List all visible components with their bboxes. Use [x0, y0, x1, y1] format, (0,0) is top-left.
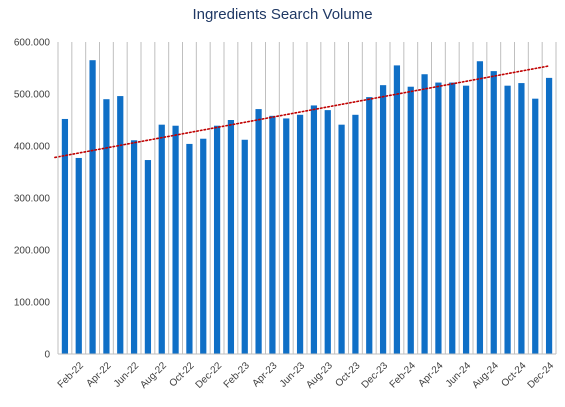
bar-Jun-22	[130, 140, 138, 354]
x-tick-label: Aug-22	[138, 360, 169, 391]
bar-Feb-24	[407, 86, 414, 354]
x-tick-label: Apr-24	[417, 360, 446, 389]
bar-Sep-24	[504, 85, 511, 355]
x-tick-label: Apr-22	[85, 360, 114, 389]
bar-Oct-24	[518, 83, 525, 354]
y-tick-label: 300.000	[14, 194, 51, 205]
x-tick-label: Dec-24	[526, 360, 557, 391]
bar-Jul-22	[144, 160, 152, 354]
bar-Jul-24	[476, 61, 484, 355]
x-tick-label: Dec-22	[194, 360, 225, 391]
x-tick-label: Aug-24	[470, 360, 501, 391]
y-tick-label: 400.000	[14, 142, 51, 153]
bar-Apr-22	[103, 99, 110, 354]
bar-Jun-24	[462, 85, 470, 355]
y-tick-label: 0	[44, 350, 50, 361]
x-tick-label: Jun-22	[112, 360, 142, 390]
x-tick-label: Oct-22	[168, 360, 197, 389]
bar-Nov-23	[366, 97, 373, 355]
y-axis-ticks: 0 100.000 200.000 300.000 400.000 500.000 600.…	[14, 38, 51, 361]
bar-Oct-23	[352, 114, 359, 354]
bar-Apr-23	[269, 115, 276, 354]
x-tick-label: Feb-24	[388, 360, 418, 390]
bar-Jul-23	[310, 105, 318, 354]
bar-Jun-23	[296, 114, 304, 354]
y-tick-label: 600.000	[14, 38, 51, 49]
bar-Nov-24	[532, 98, 539, 355]
bar-Jan-22	[61, 118, 69, 355]
bar-Jan-23	[227, 120, 235, 354]
bar-Aug-23	[324, 110, 331, 355]
x-tick-label: Feb-22	[56, 360, 86, 390]
bar-Sep-23	[338, 124, 345, 355]
x-tick-label: Jun-23	[278, 360, 308, 390]
bar-May-24	[449, 82, 456, 354]
x-axis-ticks: Feb-22Apr-22Jun-22Aug-22Oct-22Dec-22Feb-…	[56, 360, 557, 391]
bar-Mar-23	[255, 109, 262, 354]
bar-Aug-24	[490, 71, 497, 355]
trendline-group	[54, 65, 550, 159]
x-tick-label: Dec-23	[360, 360, 391, 391]
bar-Dec-22	[213, 125, 221, 354]
y-tick-label: 200.000	[14, 246, 51, 257]
bar-Apr-24	[435, 82, 442, 354]
bar-series	[61, 60, 553, 355]
trendline	[54, 65, 550, 159]
bar-May-22	[117, 96, 124, 354]
bar-Feb-22	[75, 157, 82, 354]
bar-Jan-24	[393, 65, 401, 355]
bar-Oct-22	[186, 143, 193, 354]
x-tick-label: Feb-23	[222, 360, 252, 390]
bar-Sep-22	[172, 125, 179, 354]
bar-May-23	[283, 118, 290, 354]
bar-Mar-22	[89, 60, 96, 354]
x-tick-label: Jun-24	[444, 360, 474, 390]
bar-Feb-23	[241, 139, 248, 354]
bar-Dec-23	[379, 85, 387, 354]
gridlines	[71, 42, 557, 354]
x-tick-label: Oct-23	[334, 360, 363, 389]
bar-Mar-24	[421, 74, 428, 355]
y-tick-label: 500.000	[14, 90, 51, 101]
bar-Dec-24	[545, 77, 553, 354]
x-tick-label: Oct-24	[500, 360, 529, 389]
chart-title: Ingredients Search Volume	[192, 6, 373, 23]
bar-Aug-22	[158, 124, 165, 355]
bar-Nov-22	[200, 138, 207, 354]
x-tick-label: Aug-23	[304, 360, 335, 391]
axes	[57, 42, 556, 355]
x-tick-label: Apr-23	[251, 360, 280, 389]
y-tick-label: 100.000	[14, 298, 51, 309]
